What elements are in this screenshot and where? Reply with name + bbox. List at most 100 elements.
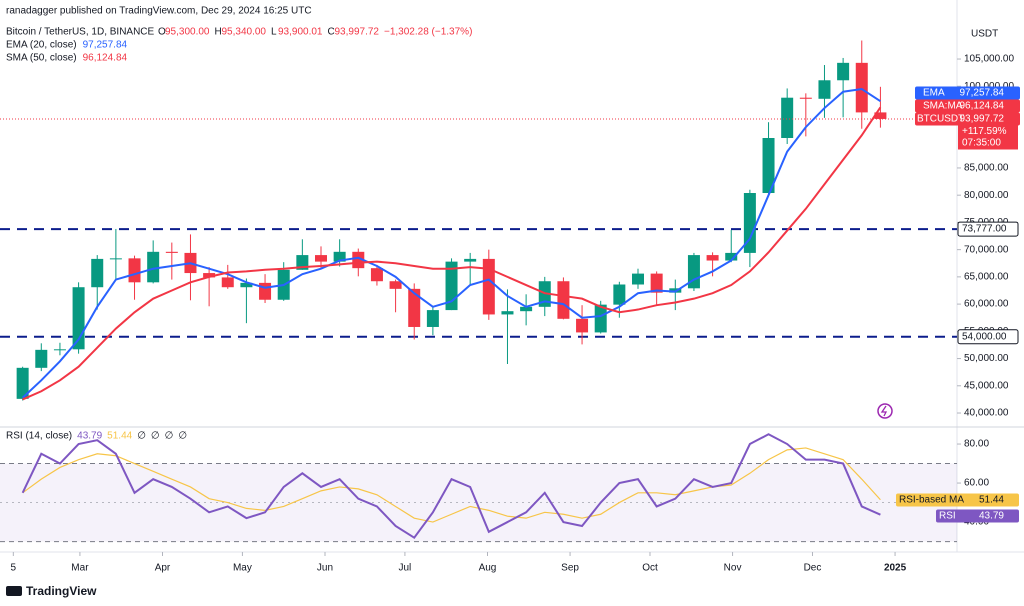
- x-tick-label: Nov: [724, 563, 742, 574]
- candle-body: [482, 258, 495, 315]
- y-tick-label: 40,000.00: [964, 408, 1009, 419]
- legend-name: SMA (50, close): [6, 53, 77, 64]
- published-line: ranadagger published on TradingView.com,…: [6, 6, 312, 17]
- y-tick-label: 85,000.00: [964, 163, 1009, 174]
- rsi-line: [21, 433, 881, 540]
- y-tick-label: 50,000.00: [964, 353, 1009, 364]
- candle-body: [165, 251, 178, 253]
- candle-body: [91, 258, 104, 288]
- candle-body: [687, 255, 700, 289]
- y-tick-label: 60,000.00: [964, 299, 1009, 310]
- price-tag-label: 07:35:00: [962, 138, 1001, 149]
- candle-body: [16, 367, 29, 399]
- rsi-band: [0, 463, 957, 542]
- y-tick-label: 105,000.00: [964, 54, 1014, 65]
- rsi-title: RSI (14, close): [6, 431, 72, 442]
- candle-body: [874, 112, 887, 119]
- price-tag-label: 97,257.84: [960, 88, 1005, 99]
- rsi-tag: [896, 493, 1019, 507]
- y-tick-label: 80,000.00: [964, 190, 1009, 201]
- candle-body: [389, 281, 402, 289]
- rsi-legend-empty: ∅: [137, 431, 146, 442]
- price-tag: [915, 86, 1020, 100]
- price-tag: [915, 112, 1020, 126]
- candle-body: [725, 252, 738, 261]
- rsi-tag: [936, 509, 1019, 523]
- rsi-tag-value: 51.44: [979, 495, 1004, 506]
- x-tick-label: 5: [11, 563, 17, 574]
- ohlc-value: 93,900.01: [278, 27, 323, 38]
- ohlc-value: 93,997.72: [335, 27, 380, 38]
- candle-body: [631, 273, 644, 285]
- candle-body: [35, 349, 48, 368]
- candle-body: [203, 273, 216, 278]
- candle-body: [370, 268, 383, 282]
- candle-body: [128, 258, 141, 283]
- ohlc-value: 95,300.00: [165, 27, 210, 38]
- candle-body: [762, 137, 775, 194]
- candle-body: [464, 258, 477, 262]
- ohlc-label: C: [328, 27, 335, 38]
- footer-brand: TradingView: [26, 584, 97, 598]
- change-value: −1,302.28 (−1.37%): [384, 27, 472, 38]
- legend-value: 97,257.84: [83, 40, 128, 51]
- candle-body: [240, 282, 253, 288]
- rsi-legend-empty: ∅: [151, 431, 160, 442]
- candle-body: [818, 80, 831, 99]
- ohlc-label: H: [215, 27, 222, 38]
- x-tick-label: 2025: [884, 563, 907, 574]
- candle-body: [743, 193, 756, 253]
- candle-body: [109, 258, 122, 260]
- ohlc-value: 95,340.00: [222, 27, 267, 38]
- x-tick-label: Oct: [642, 563, 658, 574]
- price-tag-label: SMA:MA: [923, 101, 963, 112]
- candle-body: [799, 97, 812, 99]
- candle-body: [259, 282, 272, 300]
- currency-label: USDT: [971, 29, 998, 40]
- ma-line: [22, 106, 882, 401]
- candle-body: [501, 311, 514, 315]
- x-tick-label: May: [233, 563, 252, 574]
- candle-body: [147, 251, 160, 283]
- x-tick-label: Jun: [317, 563, 333, 574]
- x-tick-label: Mar: [71, 563, 89, 574]
- candle-body: [53, 349, 66, 351]
- legend-value: 96,124.84: [83, 53, 128, 64]
- candle-body: [520, 306, 533, 312]
- event-icon-bolt: [880, 405, 888, 417]
- candle-body: [576, 318, 589, 333]
- plot-layer: 40,000.0045,000.0050,000.0055,000.0060,0…: [0, 40, 1020, 574]
- rsi-y-tick-label: 80.00: [964, 439, 989, 450]
- candle-body: [408, 288, 421, 327]
- ohlc-label: L: [271, 27, 277, 38]
- rsi-y-tick-label: 60.00: [964, 478, 989, 489]
- candle-body: [352, 251, 365, 269]
- y-tick-label: 65,000.00: [964, 272, 1009, 283]
- level-tag-label: 54,000.00: [962, 331, 1007, 342]
- level-tag: [957, 221, 1019, 237]
- x-tick-label: Apr: [155, 563, 171, 574]
- x-tick-label: Jul: [399, 563, 412, 574]
- rsi-legend-empty: ∅: [165, 431, 174, 442]
- ma-line: [21, 87, 881, 399]
- rsi-tag-value: 43.79: [979, 511, 1004, 522]
- symbol-title: Bitcoin / TetherUS, 1D, BINANCE: [6, 27, 155, 38]
- price-tag-label: 96,124.84: [960, 101, 1005, 112]
- rsi-tag-label: RSI: [939, 511, 956, 522]
- y-tick-label: 100,000.00: [964, 81, 1014, 92]
- ohlc-label: O: [158, 27, 166, 38]
- candle-body: [706, 255, 719, 261]
- candle-body: [594, 304, 607, 333]
- legend-name: EMA (20, close): [6, 40, 77, 51]
- candle-body: [613, 284, 626, 305]
- candle-body: [837, 62, 850, 81]
- price-tag-label: EMA: [923, 88, 945, 99]
- candle-body: [426, 310, 439, 327]
- rsi-legend-value: 51.44: [107, 431, 132, 442]
- price-tag: [958, 125, 1018, 150]
- rsi-legend-empty: ∅: [178, 431, 187, 442]
- event-icon[interactable]: [877, 403, 893, 419]
- candle-body: [221, 277, 234, 288]
